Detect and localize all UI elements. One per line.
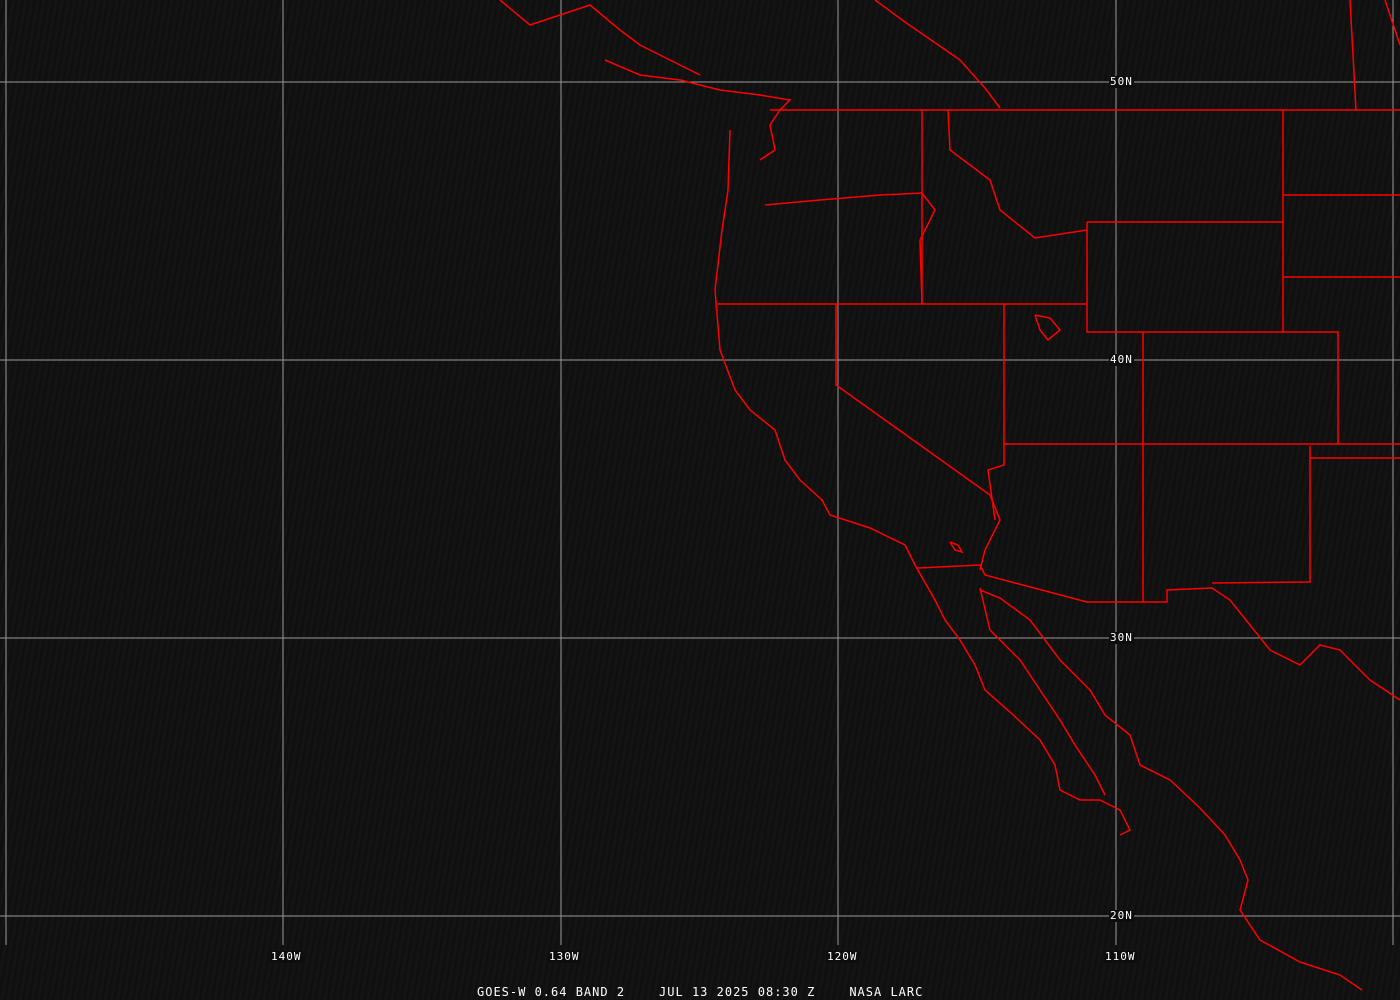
lon-label-110w: 110W	[1104, 950, 1137, 963]
lat-label-30n: 30N	[1109, 631, 1134, 644]
mexico-mainland-coast	[979, 589, 1363, 991]
lat-label-40n: 40N	[1109, 353, 1134, 366]
province-border	[1349, 0, 1357, 111]
nevada-arizona-border	[987, 444, 1005, 521]
us-mexico-border	[917, 564, 1400, 701]
credit: NASA LARC	[849, 985, 924, 999]
new-mexico-border	[1211, 446, 1311, 584]
lon-label-130w: 130W	[548, 950, 581, 963]
coastlines-and-borders	[499, 0, 1400, 991]
washington-oregon-border	[764, 192, 936, 305]
image-datetime: JUL 13 2025 08:30 Z	[659, 985, 816, 999]
great-salt-lake	[1034, 314, 1062, 342]
lon-label-140w: 140W	[270, 950, 303, 963]
salton-sea	[949, 541, 964, 554]
lat-label-20n: 20N	[1109, 909, 1134, 922]
satellite-band: GOES-W 0.64 BAND 2	[477, 985, 626, 999]
province-border	[1384, 0, 1400, 46]
idaho-montana-border	[947, 109, 1088, 239]
california-nevada-border	[835, 304, 1001, 571]
image-caption: GOES-W 0.64 BAND 2 JUL 13 2025 08:30 Z NAS…	[477, 986, 957, 999]
canada-interior-boundary	[874, 0, 1001, 109]
gulf-of-california-coast	[979, 587, 1106, 796]
wyoming-border	[1086, 222, 1339, 444]
lat-lon-grid	[0, 0, 1400, 945]
lon-label-120w: 120W	[826, 950, 859, 963]
nevada-utah-border	[1003, 304, 1400, 445]
pacific-coastline	[714, 129, 1132, 836]
bc-coast	[499, 0, 701, 76]
lat-label-50n: 50N	[1109, 75, 1134, 88]
vancouver-island	[604, 59, 792, 161]
